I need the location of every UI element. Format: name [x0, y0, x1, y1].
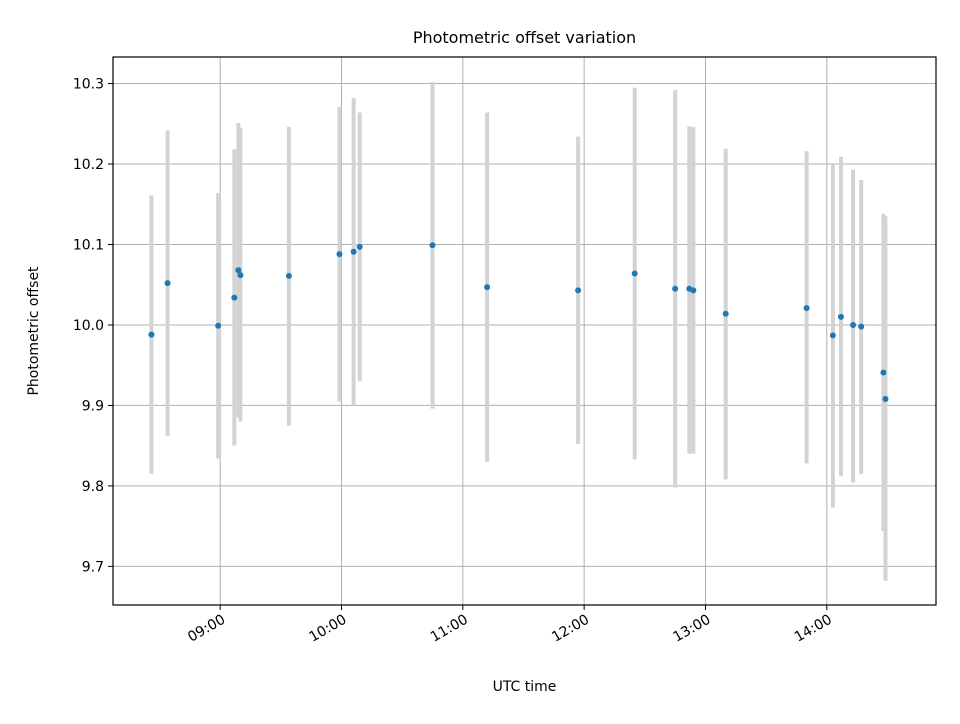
data-point: [882, 395, 889, 402]
data-point: [164, 280, 171, 287]
y-tick-label: 9.8: [82, 479, 104, 495]
y-tick-label: 9.9: [82, 398, 104, 414]
data-point: [484, 284, 491, 291]
y-tick-label: 10.3: [73, 77, 104, 93]
data-point: [336, 251, 343, 258]
data-point: [803, 305, 810, 312]
data-point: [829, 332, 836, 339]
data-point: [350, 248, 357, 255]
x-axis-label: UTC time: [493, 679, 557, 695]
data-point: [631, 270, 638, 277]
data-point: [356, 243, 363, 250]
data-point: [880, 369, 887, 376]
y-axis-label: Photometric offset: [26, 266, 42, 396]
data-point: [722, 310, 729, 317]
data-point: [235, 267, 242, 274]
chart-title: Photometric offset variation: [413, 28, 636, 47]
data-point: [237, 272, 244, 279]
grid-layer: [113, 57, 936, 605]
data-point: [672, 285, 679, 292]
y-tick-label: 10.2: [73, 157, 104, 173]
data-point: [837, 313, 844, 320]
y-tick-label: 10.1: [73, 237, 104, 253]
plot-frame: [112, 56, 937, 606]
data-point: [215, 322, 222, 329]
data-point: [429, 242, 436, 249]
y-tick-label: 9.7: [82, 559, 104, 575]
data-point: [858, 323, 865, 330]
data-point: [850, 321, 857, 328]
data-point: [231, 294, 238, 301]
data-point: [575, 287, 582, 294]
data-point: [690, 287, 697, 294]
data-point: [285, 272, 292, 279]
data-point: [148, 331, 155, 338]
y-tick-label: 10.0: [73, 318, 104, 334]
point-layer: [148, 242, 889, 402]
